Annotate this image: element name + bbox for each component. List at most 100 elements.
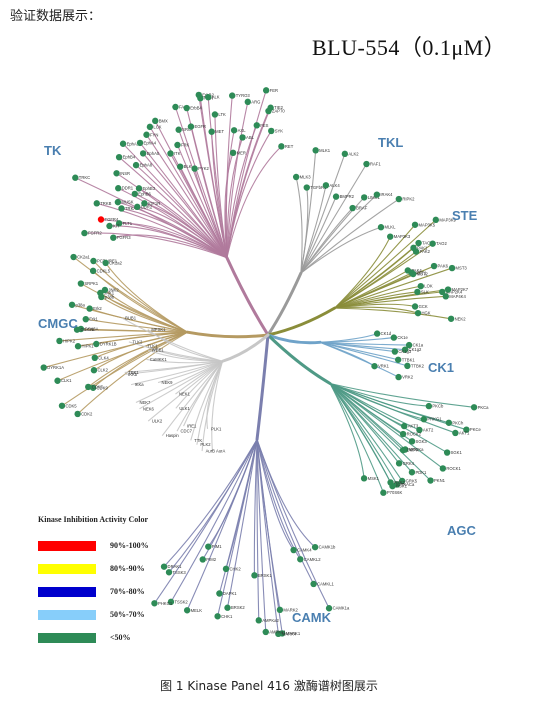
kinase-label: VRK2 (402, 375, 414, 380)
kinase-label: BRSK1 (258, 573, 272, 578)
kinase-label: EphB6 (138, 191, 151, 196)
kinase-branch (256, 439, 260, 621)
kinase-dot (371, 362, 378, 370)
kinase-dot (311, 543, 319, 551)
kinase-label: EphA8 (140, 163, 153, 168)
kinase-branch (226, 439, 258, 608)
kinase-dot (349, 204, 356, 212)
kinase-label: AXL (238, 128, 247, 133)
kinase-dot (439, 465, 447, 472)
kinase-branch (319, 341, 399, 378)
kinase-dot (427, 477, 434, 484)
kinase-label: TRKB (100, 201, 111, 206)
kinase-branch (214, 114, 228, 258)
kinase-branch (334, 273, 414, 309)
kinase-branch (77, 331, 188, 347)
kinase-branch (211, 361, 224, 452)
kinase-label: DYRK1B (100, 342, 117, 347)
kinase-dot (360, 194, 368, 201)
kinase-label: SGK1 (451, 450, 463, 455)
kinase-branch (319, 341, 395, 353)
kinase-label: CAMK1b (319, 545, 336, 550)
kinase-dot (191, 165, 198, 172)
kinase-dot (229, 92, 236, 99)
kinase-label: BMX (159, 118, 168, 123)
kinase-label: ULK1 (179, 406, 190, 411)
kinase-branch (109, 225, 228, 259)
kinase-label: FRK (181, 142, 190, 147)
kinase-label: SRPK1 (84, 281, 98, 286)
kinase-dot (395, 373, 402, 381)
kinase-dot (429, 240, 436, 247)
kinase-branch (329, 382, 456, 434)
legend-item: 50%-70% (38, 603, 218, 626)
kinase-label: PIM2 (206, 557, 216, 562)
kinase-branch (201, 361, 224, 452)
kinase-label: Erk1 (89, 317, 98, 322)
kinase-branch (176, 144, 228, 258)
group-label-tkl: TKL (378, 135, 403, 150)
kinase-label: DAPK1 (223, 591, 237, 596)
kinase-label: BRSK2 (231, 605, 245, 610)
kinase-label: WEE1 (152, 348, 165, 353)
kinase-branch (87, 331, 188, 388)
kinase-label: MRCKa (409, 447, 424, 452)
kinase-dot (90, 367, 98, 374)
kinase-dot (146, 123, 154, 131)
figure-caption: 图 1 Kinase Panel 416 激酶谱树图展示 (160, 679, 378, 693)
kinase-dot (113, 170, 120, 177)
kinase-branch (96, 202, 228, 259)
kinase-label: PAK2 (420, 249, 431, 254)
kinase-dot (135, 185, 143, 192)
kinase-label: CHK2 (229, 566, 241, 571)
kinase-label: Haspin (166, 433, 180, 438)
kinase-label: GCK (419, 304, 428, 309)
kinase-dot (430, 262, 438, 270)
kinase-branch (174, 106, 228, 258)
group-label-tk: TK (44, 143, 62, 158)
kinase-dot (151, 600, 158, 607)
kinase-dot (391, 348, 399, 355)
kinase-label: PDK1 (415, 470, 427, 475)
kinase-branch (196, 361, 224, 445)
kinase-label: ULK2 (152, 419, 163, 424)
kinase-label: DMPK (407, 448, 419, 453)
legend-title: Kinase Inhibition Activity Color (38, 515, 149, 524)
kinase-label: FGFR2 (88, 231, 102, 236)
kinase-label: CaMKK1 (150, 357, 167, 362)
kinase-dot (175, 126, 182, 133)
kinase-label: EphA5 (147, 151, 160, 156)
kinase-dot (224, 604, 231, 611)
kinase-branch (128, 341, 223, 362)
kinase-dot (131, 190, 139, 198)
kinase-dot (199, 556, 206, 563)
kinase-label: ROCK1 (446, 466, 461, 471)
kinase-label: AKT2 (423, 427, 434, 432)
kinase-label: TAO1 (422, 241, 433, 246)
kinase-label: PKCb (432, 404, 444, 409)
kinase-dot (187, 123, 195, 130)
kinase-branch (226, 101, 249, 258)
kinase-dot (205, 93, 212, 101)
kinase-branch (190, 360, 224, 441)
kinase-branch (147, 360, 223, 422)
kinase-dot (412, 248, 420, 255)
kinase-dot (119, 140, 127, 147)
legend-swatch (38, 586, 96, 597)
kinase-dot (106, 222, 113, 230)
group-label-ck1: CK1 (428, 360, 454, 375)
kinase-dot (463, 426, 470, 433)
kinase-branch (199, 98, 228, 258)
kinase-label: CAMK1a (333, 606, 350, 611)
legend-label: <50% (110, 633, 131, 642)
kinase-label: DDR2 (141, 204, 153, 209)
kinase-label: TLK2 (132, 339, 143, 344)
kinase-dot (90, 257, 97, 265)
kinase-dot (399, 446, 407, 454)
kinase-branch (139, 142, 228, 259)
group-label-cmgc: CMGC (38, 316, 78, 331)
kinase-branch (226, 145, 282, 258)
kinase-label: MET (215, 129, 224, 134)
kinase-dot (445, 419, 453, 426)
kinase-dot (395, 460, 403, 467)
